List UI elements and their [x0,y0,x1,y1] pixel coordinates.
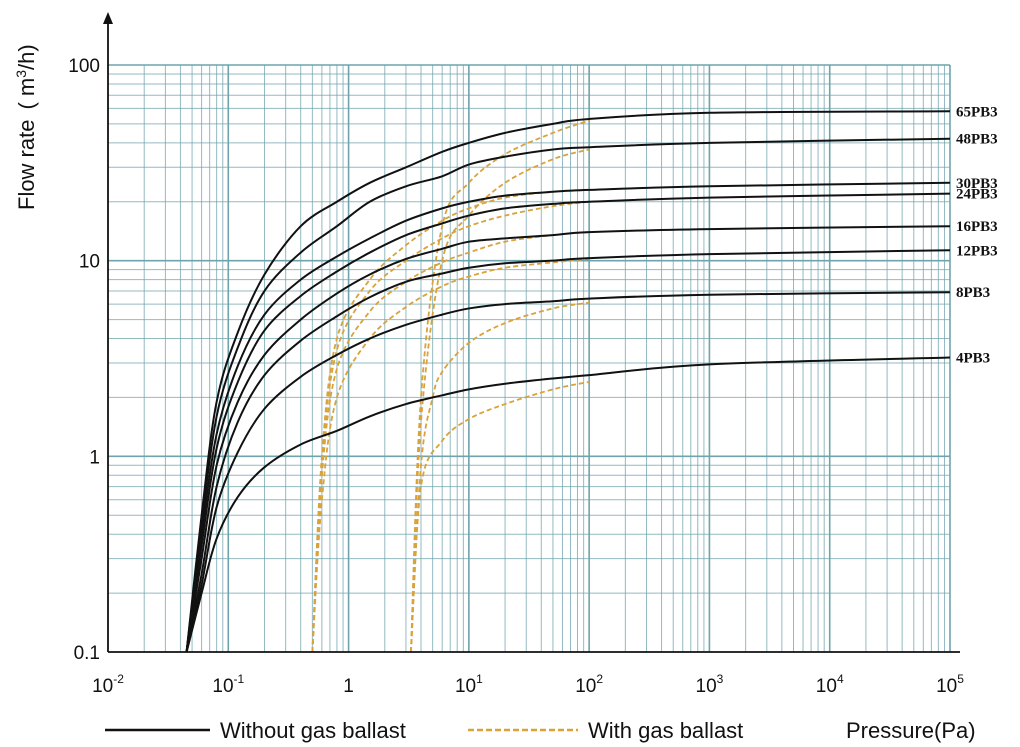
curve-without-ballast-65pb3 [185,110,951,653]
curve-without-ballast-30pb3 [185,181,951,653]
x-tick-labels: 10-2 10-1 1 101 102 103 104 105 [92,672,964,697]
curve-without-ballast-24pb3 [185,192,951,653]
x-tick-label: 105 [936,672,964,697]
curve-label-4pb3: 4PB3 [956,350,990,366]
curve-without-ballast-16pb3 [185,225,951,653]
legend-without-label: Without gas ballast [220,718,406,743]
curve-without-ballast-12pb3 [185,249,951,653]
y-tick-label: 10 [79,252,100,273]
legend: Without gas ballast With gas ballast [105,718,743,743]
x-tick-label: 102 [575,672,603,697]
curve-label-48pb3: 48PB3 [956,132,998,148]
y-tick-labels: 0.1 1 10 100 [68,56,100,664]
curve-without-ballast-48pb3 [185,137,951,653]
x-tick-label: 1 [343,676,354,697]
x-tick-label: 10-2 [92,672,124,697]
curve-label-12pb3: 12PB3 [956,243,998,259]
x-tick-label: 101 [455,672,483,697]
curve-with-ballast-8pb3 [410,301,590,653]
curve-with-ballast-16pb3 [311,231,590,653]
curve-label-8pb3: 8PB3 [956,285,990,301]
curve-label-30pb3: 30PB3 [956,176,998,192]
with-gas-ballast-curves [311,119,590,653]
curve-label-65pb3: 65PB3 [956,104,998,120]
y-axis-arrow [103,12,113,24]
x-tick-label: 10-1 [212,672,244,697]
curve-label-16pb3: 16PB3 [956,219,998,235]
x-tick-label: 103 [696,672,724,697]
y-axis-title: Flow rate( m3/h) [13,44,39,210]
x-tick-label: 104 [816,672,844,697]
y-tick-label: 1 [89,447,100,468]
major-grid [108,64,951,652]
without-gas-ballast-curves [185,110,951,653]
curve-label-24pb3: 24PB3 [956,187,998,203]
curve-with-ballast-48pb3 [410,148,590,653]
x-axis-title: Pressure(Pa) [846,718,976,743]
curve-with-ballast-4pb3 [410,381,590,653]
curve-without-ballast-8pb3 [185,291,951,653]
legend-with-label: With gas ballast [588,718,743,743]
curve-without-ballast-4pb3 [185,356,951,653]
y-tick-label: 100 [68,56,100,77]
curve-with-ballast-12pb3 [311,258,590,653]
y-tick-label: 0.1 [74,643,100,664]
